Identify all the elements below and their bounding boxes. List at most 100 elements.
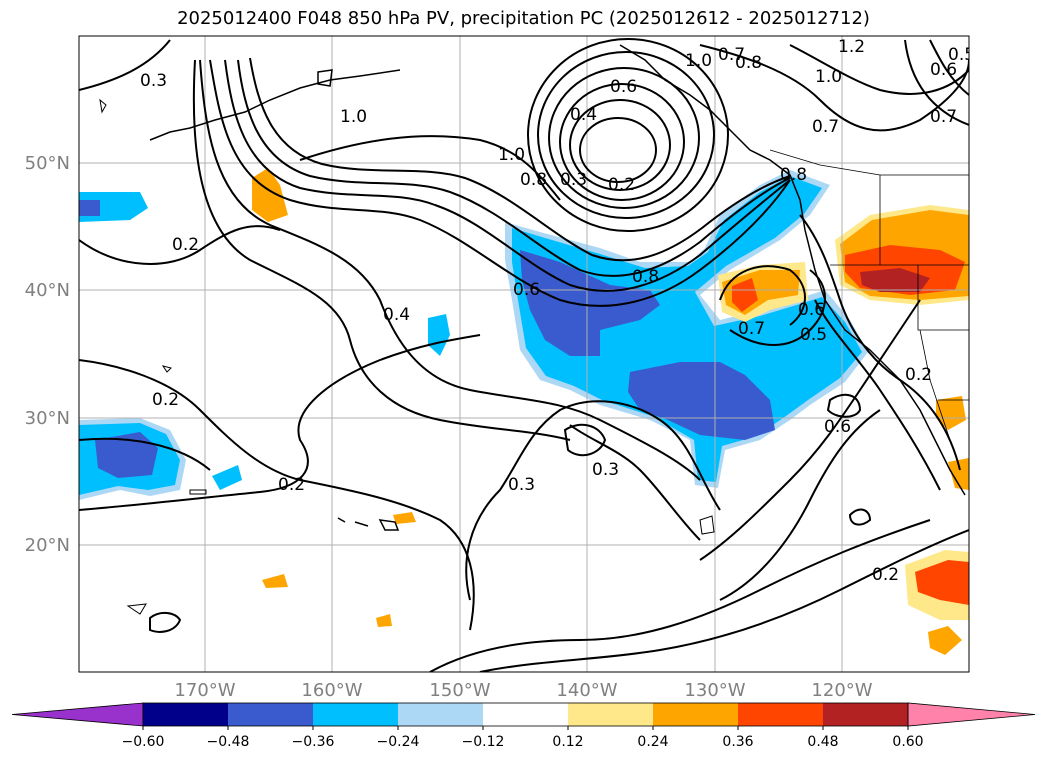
- pv-contour-east-4: [848, 508, 872, 526]
- pv-contour-east-2: [719, 265, 806, 326]
- contour-label: 0.6: [798, 300, 825, 320]
- pv-contour-ring-4: [548, 67, 700, 209]
- lat-label: 30°N: [25, 408, 70, 429]
- pv-contour-east-3: [826, 393, 862, 418]
- lon-label: 140°W: [556, 680, 617, 701]
- contour-label: 0.6: [610, 77, 637, 97]
- pv-contour-jet-7: [79, 225, 281, 265]
- pv-contour-jet-4: [249, 57, 791, 262]
- lat-label: 20°N: [25, 535, 70, 556]
- precip-positive-small-3: [376, 614, 392, 627]
- pv-contour-ring-1: [579, 117, 657, 183]
- lon-label: 120°W: [811, 680, 872, 701]
- precip-positive-north: [252, 168, 288, 222]
- pv-contour-ring-5: [537, 51, 715, 219]
- colorbar-swatch: [568, 703, 653, 726]
- contour-label: 0.2: [608, 175, 635, 195]
- colorbar-tick-label: −0.24: [377, 734, 420, 750]
- pv-contour-small-1: [149, 612, 182, 633]
- lat-label: 40°N: [25, 280, 70, 301]
- pv-contour-jet-6: [192, 59, 571, 441]
- pv-contour-north-east-4: [904, 39, 969, 126]
- contour-label: 1.0: [815, 67, 842, 87]
- lon-label: 130°W: [684, 680, 745, 701]
- colorbar-tick-label: −0.12: [462, 734, 505, 750]
- contour-label: 1.0: [685, 51, 712, 71]
- pv-contour-jet-3: [237, 59, 791, 277]
- colorbar-outline: [142, 702, 909, 727]
- precip-positive-south-1-inner: [915, 560, 969, 605]
- pv-contour-top-mid: [299, 135, 561, 201]
- pv-contour-ring-3: [559, 83, 685, 201]
- pv-contour-ring-6: [527, 38, 729, 232]
- contour-label: 0.3: [140, 71, 167, 91]
- contour-label: 0.5: [800, 325, 827, 345]
- pv-contour-east-1: [729, 269, 826, 346]
- contour-label: 0.3: [508, 475, 535, 495]
- contour-label: 0.4: [570, 105, 597, 125]
- islands: [99, 98, 715, 615]
- contour-label: 0.5: [948, 45, 975, 65]
- contour-label: 0.7: [718, 45, 745, 65]
- contour-label: 0.8: [520, 170, 547, 190]
- contour-label: 0.2: [278, 475, 305, 495]
- contour-label: 0.2: [172, 235, 199, 255]
- contour-label: 0.4: [383, 305, 410, 325]
- colorbar-tick-label: 0.24: [637, 734, 668, 750]
- colorbar-swatch: [313, 703, 398, 726]
- colorbar-swatch: [823, 703, 908, 726]
- pv-contour-east-coast-2: [814, 299, 941, 491]
- contour-label: 0.2: [905, 365, 932, 385]
- pv-contour-mid-2: [569, 424, 701, 541]
- precip-positive-small-1: [262, 574, 288, 588]
- pv-contour-north-east-3: [929, 39, 969, 96]
- contour-label: 0.6: [930, 60, 957, 80]
- colorbar-swatch: [398, 703, 483, 726]
- contour-label: 0.8: [780, 165, 807, 185]
- colorbar-swatch: [738, 703, 823, 726]
- pv-contour-north-east-1: [699, 44, 969, 132]
- lon-label: 150°W: [429, 680, 490, 701]
- map-area: 0.3 1.0 0.2 0.4 0.2 0.2 0.6 0.8 1.0 0.8 …: [79, 36, 975, 672]
- contour-label: 0.2: [152, 390, 179, 410]
- contour-label: 1.2: [838, 37, 865, 57]
- lat-label: 50°N: [25, 153, 70, 174]
- precip-negative-region-main-inner: [512, 176, 862, 482]
- colorbar-tick-label: 0.60: [892, 734, 923, 750]
- colorbar-tick-label: −0.36: [292, 734, 335, 750]
- pv-contour-west-2: [79, 437, 211, 471]
- precip-positive-south-4: [948, 458, 969, 490]
- colorbar-tick-label: −0.48: [207, 734, 250, 750]
- precip-negative-west-2-core: [95, 432, 158, 478]
- pv-contour-south-4: [719, 409, 881, 601]
- contour-label: 0.2: [872, 565, 899, 585]
- pv-contour-west-1: [79, 359, 475, 631]
- colorbar-swatch: [483, 703, 568, 726]
- map-gridlines: [79, 36, 969, 672]
- pv-contour-ring-2: [569, 99, 671, 191]
- colorbar-extend-low: [11, 702, 144, 727]
- precip-positive-california-core: [860, 268, 930, 292]
- colorbar-extend-high: [907, 702, 1036, 727]
- pv-contour-east-coast: [799, 214, 961, 471]
- pv-contours: [79, 38, 969, 672]
- pv-contour-west-3: [79, 334, 481, 511]
- contour-label: 0.7: [738, 319, 765, 339]
- colorbar-swatch: [653, 703, 738, 726]
- colorbar-tick-label: 0.36: [722, 734, 753, 750]
- contour-label: 1.0: [498, 145, 525, 165]
- colorbar-tick-label: −0.60: [122, 734, 165, 750]
- state-borders: [769, 149, 969, 441]
- pv-contour-south-1: [429, 519, 931, 672]
- colorbar-swatch: [228, 703, 313, 726]
- precip-negative-core-2: [628, 362, 775, 440]
- colorbar-tick-label: 0.12: [552, 734, 583, 750]
- pv-contour-jet-5: [199, 59, 701, 481]
- longitude-labels: 170°W 160°W 150°W 140°W 130°W 120°W: [174, 680, 872, 701]
- precip-negative-small-1: [428, 314, 450, 356]
- precip-negative-small-2: [212, 465, 242, 490]
- pv-contour-jet-2: [224, 59, 791, 292]
- contour-label: 0.7: [812, 117, 839, 137]
- lon-label: 160°W: [301, 680, 362, 701]
